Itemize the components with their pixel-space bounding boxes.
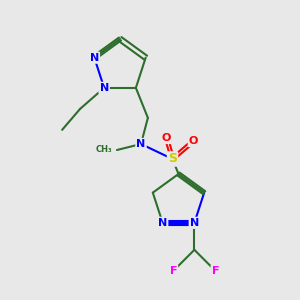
Text: F: F [212,266,219,276]
Text: N: N [90,53,99,63]
Text: N: N [158,218,167,228]
Text: N: N [190,218,199,228]
Text: N: N [136,139,146,149]
Text: O: O [162,133,171,143]
Text: S: S [168,152,177,166]
Text: F: F [169,266,177,276]
Text: N: N [100,83,109,93]
Text: CH₃: CH₃ [95,146,112,154]
Text: O: O [189,136,198,146]
